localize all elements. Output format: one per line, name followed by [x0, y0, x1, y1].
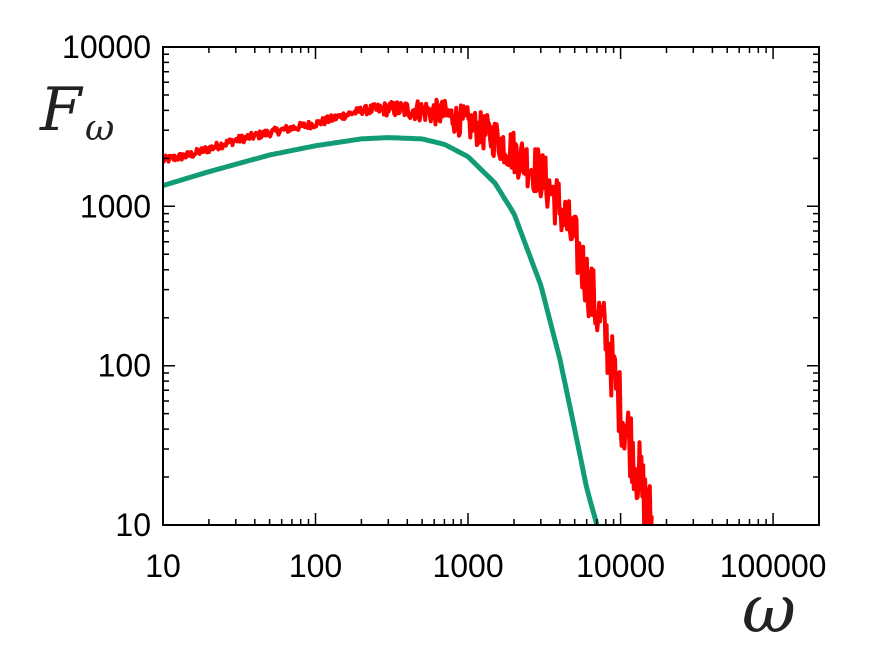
series-line-1 — [163, 97, 654, 525]
x-tick-label: 100000 — [720, 548, 827, 584]
y-tick-label: 10000 — [62, 29, 151, 65]
plot-frame — [162, 46, 820, 526]
x-axis-label: ω — [742, 571, 796, 648]
y-axis-label: F — [39, 75, 84, 145]
y-tick-label: 100 — [98, 348, 151, 384]
x-tick-label: 10000 — [576, 548, 665, 584]
x-tick-label: 100 — [289, 548, 342, 584]
series-line-2 — [163, 135, 600, 525]
y-axis-label-subscript: ω — [85, 108, 114, 149]
y-tick-label: 10 — [115, 507, 151, 543]
x-tick-label: 1000 — [432, 548, 503, 584]
y-tick-label: 1000 — [80, 188, 151, 224]
x-tick-label: 10 — [145, 548, 181, 584]
